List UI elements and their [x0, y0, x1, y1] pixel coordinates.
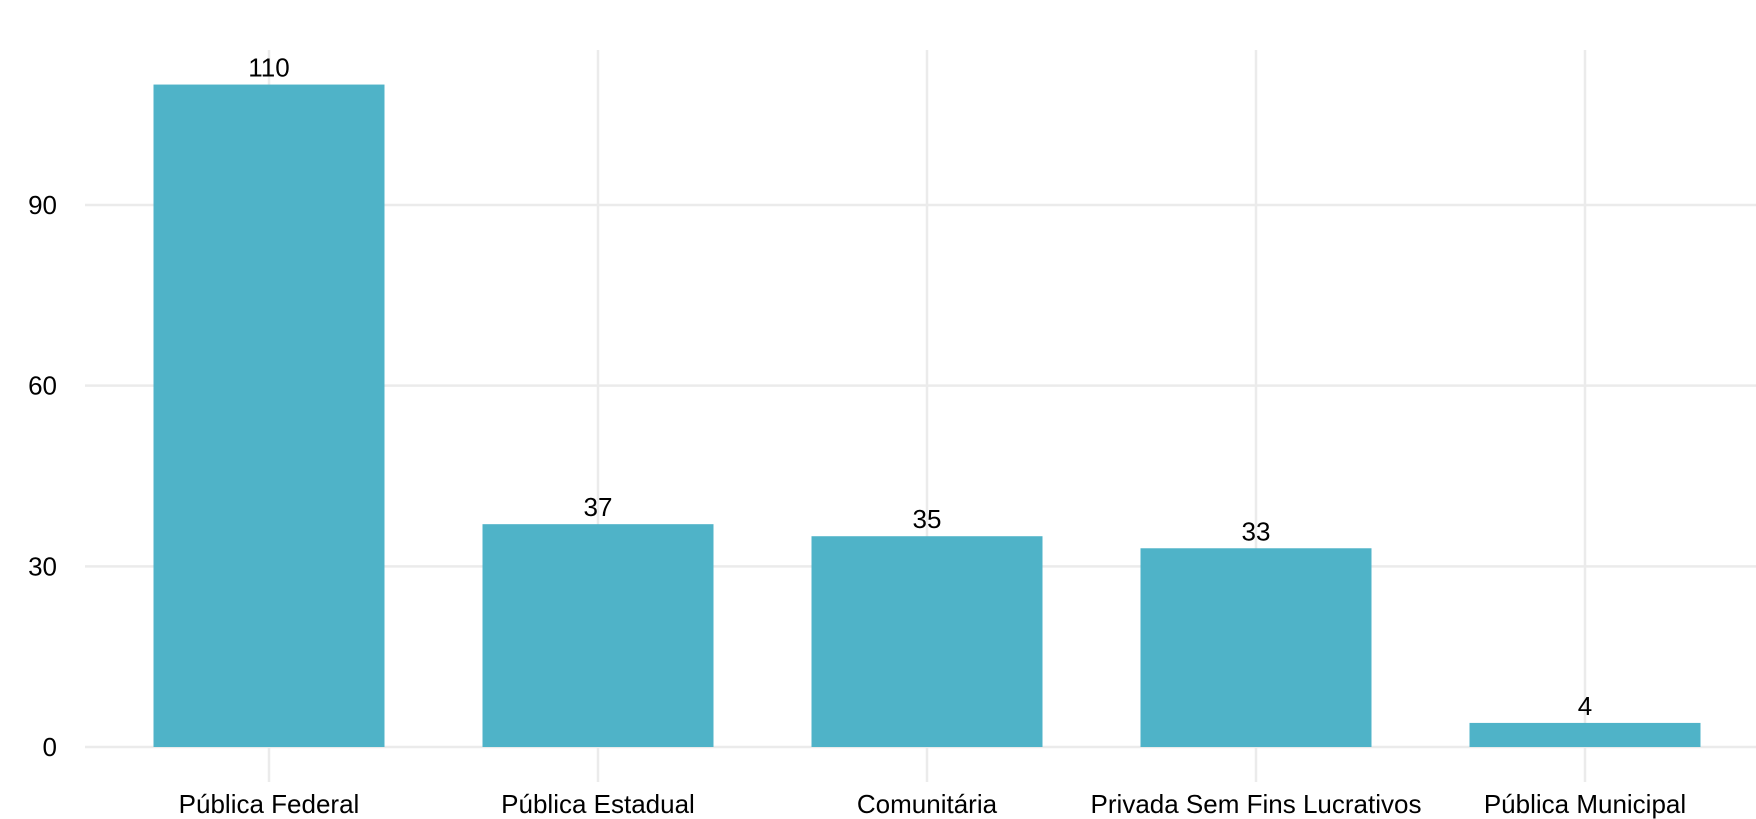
bar [1140, 548, 1372, 747]
x-axis: Pública Federal Pública Estadual Comunitár… [179, 789, 1686, 819]
x-tick-label: Pública Estadual [501, 789, 695, 819]
bar-value-label: 110 [248, 53, 289, 83]
y-tick-label: 60 [28, 371, 57, 401]
y-tick-label: 30 [28, 551, 57, 581]
bars [153, 84, 1701, 748]
x-tick-label: Pública Municipal [1484, 789, 1686, 819]
y-axis: 0 30 60 90 [28, 190, 57, 762]
bar [153, 84, 385, 748]
x-tick-label: Privada Sem Fins Lucrativos [1091, 789, 1422, 819]
y-tick-label: 90 [28, 190, 57, 220]
x-tick-label: Comunitária [857, 789, 998, 819]
bar-value-label: 4 [1578, 691, 1592, 721]
bar [811, 536, 1043, 747]
bar-value-label: 37 [584, 492, 613, 522]
bar [1469, 722, 1701, 747]
y-tick-label: 0 [43, 732, 57, 762]
bar-value-label: 33 [1242, 516, 1271, 546]
bar [482, 524, 714, 747]
bar-value-label: 35 [913, 504, 942, 534]
x-tick-label: Pública Federal [179, 789, 360, 819]
data-labels: 110 37 35 33 4 [248, 53, 1592, 721]
